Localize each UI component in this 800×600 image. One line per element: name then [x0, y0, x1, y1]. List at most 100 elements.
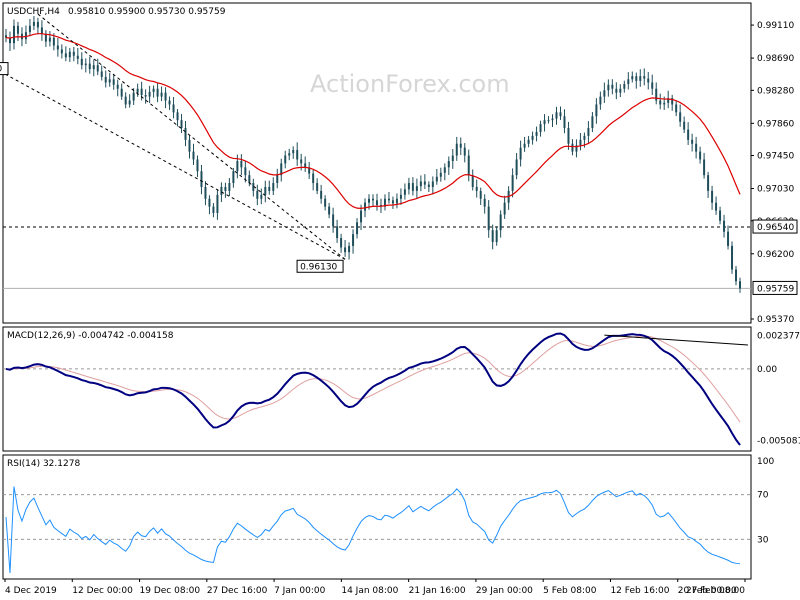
candle-body: [180, 120, 183, 129]
candle-body: [348, 245, 351, 253]
candle-body: [360, 210, 363, 223]
x-tick-label: 5 Feb 08:00: [543, 586, 597, 596]
candle-body: [683, 121, 686, 130]
candle-body: [156, 88, 159, 97]
candle-body: [256, 190, 259, 199]
candle-body: [631, 76, 634, 80]
price-tick-label: 0.98280: [757, 86, 794, 96]
candle-body: [419, 181, 422, 187]
candle-body: [92, 65, 95, 70]
candle-body: [324, 198, 327, 207]
candle-body: [471, 175, 474, 187]
x-tick-label: 4 Dec 2019: [5, 586, 57, 596]
rsi-tick-label: 30: [757, 535, 769, 545]
candle-body: [703, 159, 706, 176]
candle-body: [723, 220, 726, 232]
candle-body: [423, 181, 426, 185]
macd-trend-line: [604, 334, 749, 346]
candle-body: [599, 96, 602, 105]
candle-body: [731, 245, 734, 270]
candle-body: [387, 198, 390, 201]
price-tick-label: 0.98690: [757, 54, 794, 64]
macd-panel[interactable]: MACD(12,26,9) -0.004742 -0.004158: [2, 326, 752, 452]
candle-body: [252, 183, 255, 191]
candle-body: [571, 143, 574, 152]
candle-body: [148, 91, 151, 97]
candle-body: [511, 175, 514, 191]
candle-body: [300, 159, 303, 164]
ohlc-label: 0.95810 0.95900 0.95730 0.95759: [68, 7, 226, 17]
candle-body: [128, 100, 131, 105]
candle-body: [479, 190, 482, 199]
candle-body: [651, 82, 654, 89]
candle-body: [224, 186, 227, 191]
candle-body: [635, 76, 638, 81]
candle-body: [328, 206, 331, 215]
candle-body: [715, 202, 718, 211]
candle-body: [88, 63, 91, 70]
candle-body: [443, 167, 446, 173]
symbol-label: USDCHF,H4: [7, 7, 60, 17]
candle-body: [296, 150, 299, 160]
candle-body: [188, 139, 191, 152]
macd-signal-line: [5, 335, 741, 423]
candle-body: [264, 186, 267, 195]
candle-body: [407, 183, 410, 190]
x-tick-label: 12 Feb 16:00: [610, 586, 669, 596]
x-tick-label: 7 Jan 00:00: [274, 586, 326, 596]
candle-body: [607, 84, 610, 91]
candle-body: [40, 27, 43, 34]
candle-body: [292, 150, 295, 154]
candle-body: [627, 79, 630, 85]
candle-body: [216, 194, 219, 213]
candle-body: [304, 163, 307, 168]
candle-body: [451, 155, 454, 162]
candle-body: [567, 128, 570, 144]
candle-body: [415, 186, 418, 191]
candle-body: [699, 151, 702, 160]
macd-tick-label: 0.002377: [757, 331, 800, 341]
candle-body: [487, 206, 490, 231]
high-annotation-box: [0, 62, 9, 76]
candle-body: [679, 112, 682, 122]
price-label-highlight: 0.95759: [757, 284, 794, 294]
macd-tick-label: -0.005081: [757, 437, 800, 447]
x-tick-label: 14 Jan 08:00: [341, 586, 398, 596]
candle-body: [192, 151, 195, 160]
candle-body: [340, 238, 343, 248]
rsi-panel[interactable]: RSI(14) 32.1278: [2, 454, 752, 580]
candle-body: [140, 88, 143, 96]
candle-body: [208, 198, 211, 207]
candle-body: [200, 171, 203, 187]
price-label-highlight: 0.96540: [757, 223, 794, 233]
candle-body: [308, 167, 311, 174]
candle-body: [48, 37, 51, 42]
candle-body: [272, 183, 275, 191]
candle-body: [491, 230, 494, 242]
rsi-tick-label: 70: [757, 491, 769, 501]
candle-body: [603, 90, 606, 97]
candle-body: [675, 104, 678, 113]
candle-body: [391, 200, 394, 204]
candle-body: [196, 159, 199, 172]
candle-body: [523, 143, 526, 148]
price-label-box: [752, 219, 798, 234]
candle-body: [535, 131, 538, 136]
candle-body: [336, 226, 339, 239]
candle-body: [547, 120, 550, 122]
candle-body: [591, 116, 594, 129]
candle-body: [152, 88, 155, 92]
candle-body: [435, 176, 438, 182]
candle-body: [68, 51, 71, 58]
candle-body: [24, 32, 27, 40]
candle-body: [503, 202, 506, 215]
candle-body: [647, 78, 650, 83]
candle-body: [232, 171, 235, 184]
candle-body: [531, 135, 534, 140]
candle-body: [136, 88, 139, 93]
candle-body: [240, 161, 243, 168]
price-panel[interactable]: USDCHF,H4 0.95810 0.95900 0.95730 0.9575…: [2, 2, 752, 324]
candle-body: [563, 116, 566, 129]
low-annotation-label: 0.96130: [300, 262, 337, 272]
